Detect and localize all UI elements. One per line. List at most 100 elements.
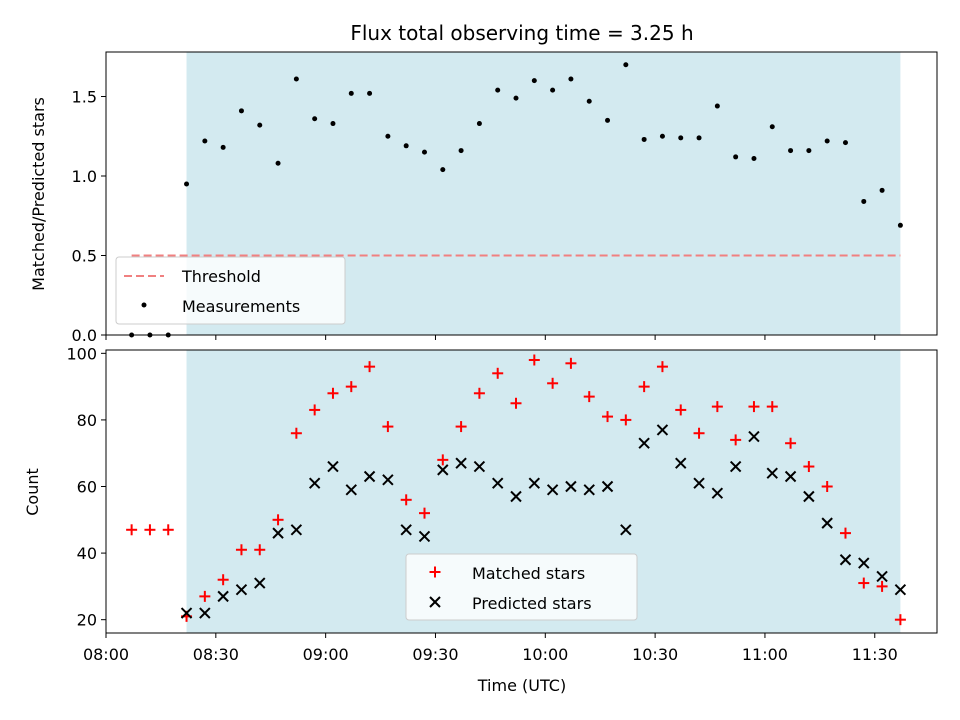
measurement-point	[861, 198, 867, 204]
predicted-star-point	[894, 584, 907, 596]
matched-star-point	[510, 397, 522, 409]
top-panel: 0.0 0.5 1.0 1.5 Matched/Predicted stars Thr…	[29, 51, 938, 345]
bottom-panel: 20 40 60 80 100 08:00 08:30 09:00 09:30 10:00 10:…	[23, 344, 938, 695]
predicted-star-point	[656, 424, 669, 436]
predicted-star-point	[675, 457, 687, 469]
matched-star-point	[785, 437, 797, 449]
y-tick-label: 0.0	[72, 326, 97, 345]
matched-star-point	[803, 461, 815, 473]
matched-star-point	[894, 614, 906, 626]
predicted-star-point	[876, 570, 888, 583]
matched-star-point	[656, 361, 668, 373]
predicted-star-point	[199, 607, 211, 619]
measurement-point	[678, 135, 684, 141]
predicted-star-point	[565, 480, 577, 493]
legend-plus-marker	[429, 566, 441, 578]
predicted-star-point	[180, 607, 193, 619]
y-tick-label: 1.5	[72, 88, 97, 107]
x-tick-label: 10:00	[522, 645, 568, 664]
predicted-star-point	[784, 470, 797, 483]
measurement-point	[714, 103, 720, 109]
measurement-point	[257, 122, 263, 128]
y-tick-label: 80	[77, 411, 97, 430]
measurement-point	[458, 148, 464, 154]
predicted-star-point	[729, 460, 742, 473]
predicted-star-point	[620, 524, 632, 536]
predicted-star-point	[327, 460, 339, 473]
measurement-point	[476, 121, 482, 127]
measurement-point	[623, 62, 629, 68]
predicted-star-point	[748, 430, 760, 443]
measurement-point	[769, 124, 775, 130]
matched-stars-points	[126, 354, 906, 626]
measurement-point	[275, 160, 281, 166]
y-tick-label: 0.5	[72, 247, 97, 266]
matched-star-point	[345, 381, 357, 393]
matched-star-point	[839, 527, 851, 539]
bottom-y-axis-label: Count	[23, 468, 42, 516]
bottom-plot-frame	[105, 349, 938, 634]
matched-star-point	[309, 404, 321, 416]
bottom-y-ticks: 20 40 60 80 100	[66, 344, 106, 630]
predicted-star-point	[583, 484, 595, 496]
measurement-point	[659, 133, 665, 139]
y-tick-label: 100	[66, 344, 97, 363]
matched-star-point	[473, 387, 485, 399]
measurement-point	[293, 76, 299, 82]
predicted-star-point	[455, 457, 467, 469]
predicted-star-point	[711, 487, 724, 499]
top-y-axis-label: Matched/Predicted stars	[29, 97, 48, 291]
measurement-point	[513, 95, 519, 101]
measurement-points	[129, 62, 903, 338]
measurement-point	[696, 135, 702, 141]
matched-star-point	[217, 574, 229, 586]
matched-star-point	[638, 381, 650, 393]
predicted-star-point	[546, 484, 559, 496]
predicted-star-point	[693, 477, 705, 489]
x-tick-label: 10:30	[632, 645, 678, 664]
x-axis-label: Time (UTC)	[477, 676, 566, 695]
matched-star-point	[748, 401, 760, 413]
predicted-star-point	[601, 480, 614, 493]
predicted-star-point	[400, 524, 412, 536]
top-legend-box	[115, 256, 346, 325]
predicted-star-point	[766, 467, 778, 479]
y-tick-label: 40	[77, 544, 97, 563]
predicted-star-point	[363, 470, 376, 483]
measurement-point	[440, 167, 446, 173]
matched-star-point	[162, 524, 174, 536]
legend-threshold-label: Threshold	[181, 267, 261, 286]
predicted-star-point	[839, 554, 852, 566]
matched-star-point	[455, 421, 467, 433]
top-x-ticks	[105, 335, 876, 340]
matched-star-point	[437, 454, 449, 466]
measurement-point	[385, 133, 391, 139]
legend-cross-marker	[429, 596, 441, 608]
measurement-point	[367, 90, 373, 96]
predicted-star-point	[528, 477, 541, 489]
predicted-star-point	[290, 524, 303, 536]
measurement-point	[733, 154, 739, 160]
predicted-star-point	[272, 527, 284, 539]
legend-predicted-swatch	[429, 596, 441, 608]
y-tick-label: 20	[77, 611, 97, 630]
predicted-star-point	[382, 474, 394, 486]
predicted-stars-points	[180, 424, 907, 619]
measurement-point	[550, 87, 556, 93]
measurement-point	[641, 136, 647, 142]
legend-matched-label: Matched stars	[472, 564, 585, 583]
measurement-point	[348, 90, 354, 96]
top-legend: Threshold Measurements	[115, 256, 346, 325]
matched-star-point	[235, 544, 247, 556]
legend-predicted-label: Predicted stars	[472, 594, 592, 613]
matched-star-point	[730, 434, 742, 446]
measurement-point	[220, 144, 226, 150]
matched-star-point	[876, 580, 888, 592]
bottom-legend-box	[405, 553, 638, 621]
measurement-point	[531, 78, 537, 84]
predicted-star-point	[418, 530, 431, 543]
matched-star-point	[418, 507, 430, 519]
x-tick-label: 08:00	[83, 645, 129, 664]
matched-star-point	[272, 514, 284, 526]
